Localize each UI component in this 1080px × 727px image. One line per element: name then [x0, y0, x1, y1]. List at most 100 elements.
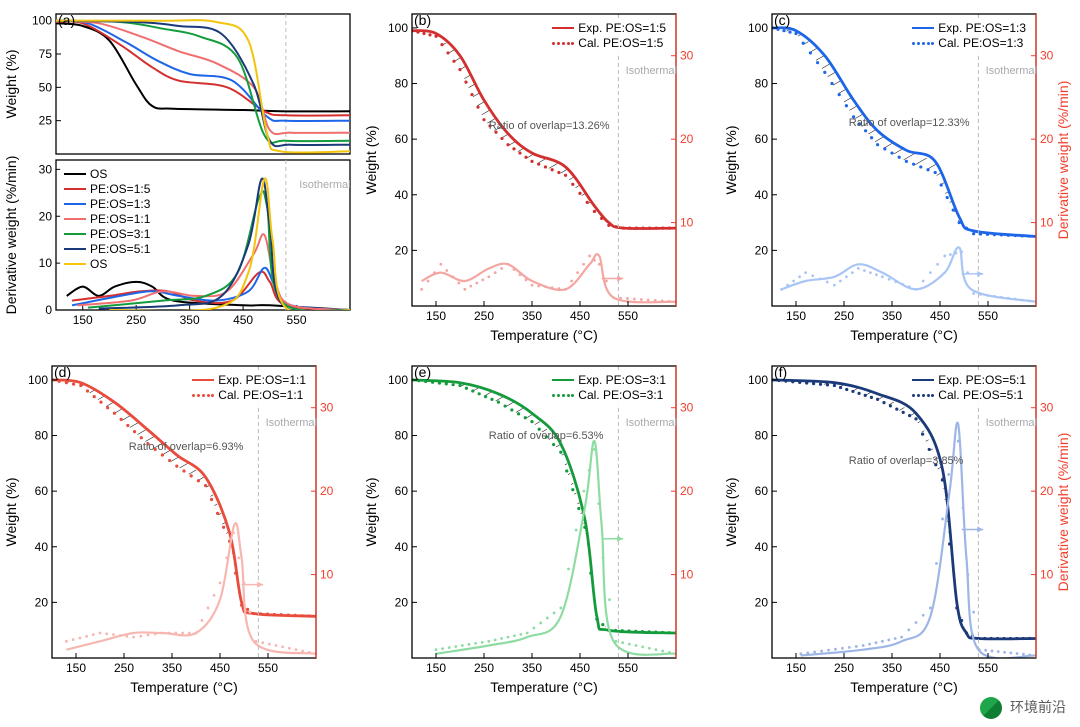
- svg-text:150: 150: [426, 661, 446, 675]
- svg-text:Isothermal: Isothermal: [986, 65, 1037, 77]
- svg-text:450: 450: [930, 661, 950, 675]
- svg-text:150: 150: [786, 661, 806, 675]
- svg-text:20: 20: [39, 209, 53, 223]
- panel-b: 15025035045055020406080100102030Weight (…: [360, 0, 720, 352]
- svg-text:0: 0: [45, 303, 52, 317]
- panel-a-legend: OSPE:OS=1:5PE:OS=1:3PE:OS=1:1PE:OS=3:1PE…: [60, 164, 154, 274]
- svg-text:20: 20: [395, 243, 409, 257]
- svg-text:20: 20: [755, 595, 769, 609]
- panel-legend: Exp. PE:OS=1:3Cal. PE:OS=1:3: [908, 18, 1030, 53]
- panel-legend: Exp. PE:OS=5:1Cal. PE:OS=5:1: [908, 370, 1030, 405]
- panel-a: 2550751000102030150250350450550Isotherma…: [0, 0, 360, 352]
- panel-label: (b): [414, 12, 431, 28]
- panel-f: 15025035045055020406080100102030Weight (…: [720, 352, 1080, 704]
- svg-text:Temperature (°C): Temperature (°C): [490, 327, 598, 343]
- svg-text:10: 10: [680, 568, 694, 582]
- svg-text:150: 150: [66, 661, 86, 675]
- overlap-annotation: Ratio of overlap=3.85%: [849, 455, 964, 467]
- panel-legend: Exp. PE:OS=1:5Cal. PE:OS=1:5: [548, 18, 670, 53]
- svg-text:350: 350: [882, 309, 902, 323]
- svg-text:75: 75: [39, 47, 53, 61]
- svg-text:20: 20: [320, 484, 334, 498]
- svg-text:60: 60: [395, 484, 409, 498]
- svg-text:40: 40: [755, 188, 769, 202]
- svg-text:20: 20: [680, 484, 694, 498]
- svg-text:Derivative weight (%/min): Derivative weight (%/min): [1055, 81, 1071, 240]
- svg-text:350: 350: [882, 661, 902, 675]
- svg-text:350: 350: [522, 661, 542, 675]
- svg-text:80: 80: [755, 429, 769, 443]
- svg-text:30: 30: [1040, 401, 1054, 415]
- svg-text:50: 50: [39, 80, 53, 94]
- svg-text:250: 250: [834, 661, 854, 675]
- panel-legend: Exp. PE:OS=3:1Cal. PE:OS=3:1: [548, 370, 670, 405]
- svg-text:Isothermal: Isothermal: [299, 179, 350, 191]
- svg-text:350: 350: [522, 309, 542, 323]
- svg-text:40: 40: [35, 540, 49, 554]
- svg-text:60: 60: [395, 132, 409, 146]
- svg-text:Temperature (°C): Temperature (°C): [490, 679, 598, 695]
- svg-text:250: 250: [834, 309, 854, 323]
- svg-text:40: 40: [395, 188, 409, 202]
- svg-text:Weight (%): Weight (%): [723, 478, 739, 547]
- svg-text:350: 350: [180, 313, 200, 327]
- panel-label-a: (a): [58, 12, 75, 28]
- svg-text:Temperature (°C): Temperature (°C): [850, 679, 958, 695]
- svg-text:100: 100: [28, 373, 48, 387]
- svg-text:Isothermal: Isothermal: [626, 65, 677, 77]
- overlap-annotation: Ratio of overlap=6.53%: [489, 430, 604, 442]
- svg-text:Weight (%): Weight (%): [3, 478, 19, 547]
- svg-text:20: 20: [680, 132, 694, 146]
- svg-text:20: 20: [395, 595, 409, 609]
- svg-text:450: 450: [233, 313, 253, 327]
- watermark-text: 环境前沿: [1010, 699, 1066, 715]
- panel-label: (c): [774, 12, 790, 28]
- svg-text:550: 550: [618, 309, 638, 323]
- svg-text:450: 450: [210, 661, 230, 675]
- panel-label: (f): [774, 364, 787, 380]
- panel-d: 15025035045055020406080100102030Weight (…: [0, 352, 360, 704]
- svg-text:250: 250: [114, 661, 134, 675]
- svg-text:30: 30: [39, 162, 53, 176]
- svg-text:20: 20: [35, 595, 49, 609]
- svg-text:10: 10: [1040, 568, 1054, 582]
- svg-text:100: 100: [388, 21, 408, 35]
- svg-text:550: 550: [258, 661, 278, 675]
- svg-text:350: 350: [162, 661, 182, 675]
- svg-text:10: 10: [39, 256, 53, 270]
- svg-text:Weight (%): Weight (%): [363, 478, 379, 547]
- svg-text:30: 30: [680, 49, 694, 63]
- panel-e: 15025035045055020406080100102030Weight (…: [360, 352, 720, 704]
- svg-text:100: 100: [748, 21, 768, 35]
- overlap-annotation: Ratio of overlap=12.33%: [849, 117, 970, 129]
- svg-text:550: 550: [978, 309, 998, 323]
- svg-text:80: 80: [755, 77, 769, 91]
- svg-text:10: 10: [680, 216, 694, 230]
- panel-label: (e): [414, 364, 431, 380]
- svg-text:80: 80: [395, 77, 409, 91]
- svg-text:Isothermal: Isothermal: [626, 417, 677, 429]
- svg-text:150: 150: [73, 313, 93, 327]
- svg-text:550: 550: [287, 313, 307, 327]
- overlap-annotation: Ratio of overlap=13.26%: [489, 120, 610, 132]
- svg-text:20: 20: [1040, 132, 1054, 146]
- svg-text:100: 100: [32, 14, 52, 28]
- svg-text:250: 250: [474, 661, 494, 675]
- svg-text:40: 40: [755, 540, 769, 554]
- svg-text:Isothermal: Isothermal: [266, 417, 317, 429]
- svg-text:60: 60: [755, 484, 769, 498]
- svg-text:150: 150: [786, 309, 806, 323]
- svg-text:100: 100: [388, 373, 408, 387]
- svg-text:25: 25: [39, 114, 53, 128]
- overlap-annotation: Ratio of overlap=6.93%: [129, 441, 244, 453]
- svg-text:450: 450: [570, 661, 590, 675]
- svg-text:10: 10: [1040, 216, 1054, 230]
- svg-text:60: 60: [755, 132, 769, 146]
- svg-text:Weight (%): Weight (%): [3, 50, 19, 119]
- figure-grid: 25 50 75 100 0 10 20 30 150 250 350 450 550 Isotherma…: [0, 0, 1080, 704]
- svg-text:10: 10: [320, 568, 334, 582]
- svg-text:Derivative weight (%/min): Derivative weight (%/min): [1055, 433, 1071, 592]
- svg-text:Weight (%): Weight (%): [363, 126, 379, 195]
- svg-text:450: 450: [930, 309, 950, 323]
- svg-text:30: 30: [1040, 49, 1054, 63]
